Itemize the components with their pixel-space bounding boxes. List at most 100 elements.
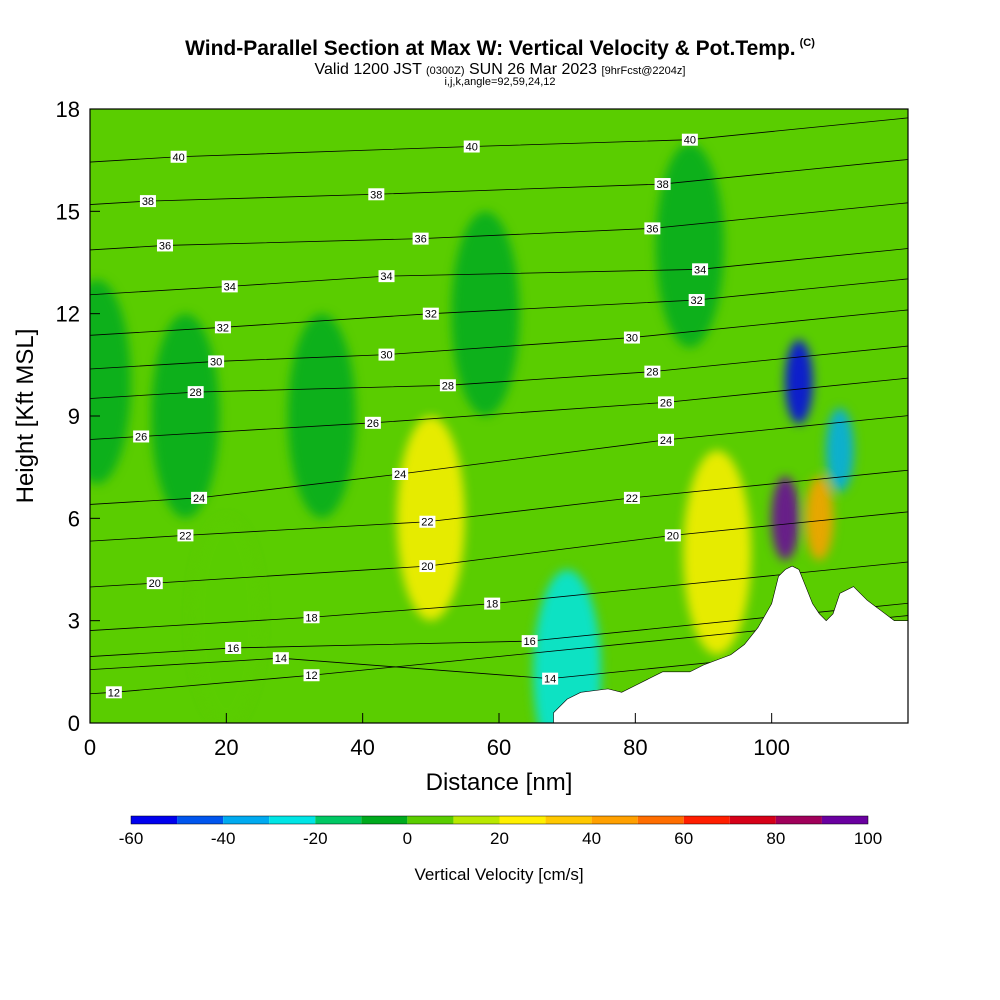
x-tick-label: 60: [487, 735, 511, 760]
theta-contour-12: [90, 615, 908, 695]
theta-label-text: 38: [656, 179, 668, 191]
theta-label-box: [368, 188, 385, 201]
theta-label-text: 12: [305, 670, 317, 682]
theta-label: 24: [191, 491, 208, 505]
colorbar-tick-label: 40: [582, 829, 601, 848]
theta-label: 38: [368, 188, 385, 201]
theta-label: 18: [484, 597, 501, 611]
theta-label-text: 22: [179, 530, 191, 542]
theta-label-box: [177, 529, 194, 542]
theta-label-text: 36: [646, 223, 658, 235]
theta-label: 38: [139, 195, 156, 208]
velocity-cell: [451, 211, 520, 416]
theta-contour-18: [90, 561, 908, 631]
colorbar-swatch: [361, 816, 408, 824]
theta-label: 14: [272, 652, 289, 665]
theta-label-text: 32: [691, 295, 703, 307]
theta-label: 36: [644, 222, 661, 235]
theta-label-box: [378, 270, 395, 283]
colorbar-tick-label: -40: [211, 829, 236, 848]
theta-label-text: 26: [660, 397, 672, 409]
theta-label: 32: [422, 307, 439, 321]
theta-label-text: 22: [421, 517, 433, 529]
theta-label: 26: [133, 430, 150, 443]
theta-label-box: [419, 560, 436, 573]
theta-label: 36: [412, 232, 429, 246]
theta-label-text: 26: [135, 431, 147, 443]
theta-label-text: 34: [694, 264, 706, 276]
y-tick-label: 0: [68, 711, 80, 736]
valid-date: SUN 26 Mar 2023: [469, 61, 598, 78]
theta-label: 28: [187, 386, 204, 399]
theta-label-text: 24: [193, 493, 205, 505]
theta-label-box: [303, 669, 320, 682]
theta-label: 16: [521, 635, 538, 648]
theta-label-box: [191, 491, 208, 504]
velocity-cell: [771, 476, 800, 561]
theta-label: 28: [439, 379, 456, 392]
colorbar: -60 -40 -20 0 20 40 60 80 100: [119, 815, 882, 848]
theta-label: 20: [146, 577, 163, 590]
theta-label-text: 38: [370, 189, 382, 201]
theta-label-box: [644, 222, 661, 235]
colorbar-frame: [130, 815, 869, 825]
theta-label: 22: [177, 529, 194, 542]
theta-label-text: 16: [227, 643, 239, 655]
theta-label: 16: [225, 641, 242, 655]
theta-label-text: 40: [684, 135, 696, 147]
theta-label-text: 28: [646, 367, 658, 379]
colorbar-swatch: [821, 816, 868, 824]
theta-label-box: [170, 150, 187, 163]
theta-label-box: [688, 294, 705, 307]
theta-label-text: 36: [414, 234, 426, 246]
colorbar-swatch: [131, 816, 178, 824]
theta-label-box: [623, 491, 640, 504]
x-tick-label: 100: [753, 735, 790, 760]
theta-label-box: [378, 348, 395, 361]
chart-subtitle: Valid 1200 JST (0300Z) SUN 26 Mar 2023 […: [0, 61, 1000, 79]
x-tick-label: 80: [623, 735, 647, 760]
theta-label-text: 34: [224, 281, 236, 293]
grid-indices: i,j,k,angle=92,59,24,12: [444, 76, 556, 88]
theta-label-text: 20: [149, 578, 161, 590]
theta-label-text: 34: [380, 271, 392, 283]
theta-label-box: [623, 331, 640, 344]
theta-label-text: 18: [486, 599, 498, 611]
theta-label-text: 12: [108, 687, 120, 699]
theta-label: 22: [419, 515, 436, 529]
x-tick-label: 0: [84, 735, 96, 760]
theta-label: 20: [419, 560, 436, 573]
velocity-cell: [287, 314, 356, 518]
forecast-info: [9hrFcst@2204z]: [601, 65, 686, 77]
colorbar-tick-label: 20: [490, 829, 509, 848]
theta-label-box: [681, 133, 698, 146]
theta-label: 40: [681, 133, 698, 147]
theta-label: 26: [658, 396, 675, 409]
theta-label-box: [303, 611, 320, 624]
plot-area: 40 40 40 38 38 38 36 36 36 34 34 34 32 32 32 30 30 30 28 28…: [90, 109, 908, 723]
theta-label-box: [422, 307, 439, 320]
theta-label-text: 36: [159, 240, 171, 252]
theta-label-text: 14: [544, 674, 556, 686]
theta-label-box: [133, 430, 150, 443]
theta-label: 18: [303, 611, 320, 624]
theta-label-text: 14: [275, 653, 287, 665]
theta-label-box: [664, 529, 681, 542]
theta-label-text: 32: [217, 322, 229, 334]
theta-label-text: 20: [421, 561, 433, 573]
theta-label: 24: [392, 467, 409, 481]
colorbar-swatch: [775, 816, 822, 824]
theta-label: 32: [688, 294, 705, 307]
theta-label-box: [221, 280, 238, 293]
theta-label: 20: [664, 529, 681, 542]
x-tick-label: 20: [214, 735, 238, 760]
theta-label-box: [419, 515, 436, 528]
theta-label-text: 30: [380, 350, 392, 362]
theta-label-box: [463, 140, 480, 153]
y-axis-label: Height [Kft MSL]: [12, 329, 39, 504]
theta-label: 12: [105, 686, 122, 699]
theta-label-box: [187, 386, 204, 399]
theta-label: 36: [156, 239, 173, 252]
colorbar-swatch: [223, 816, 270, 824]
theta-label-box: [272, 652, 289, 665]
